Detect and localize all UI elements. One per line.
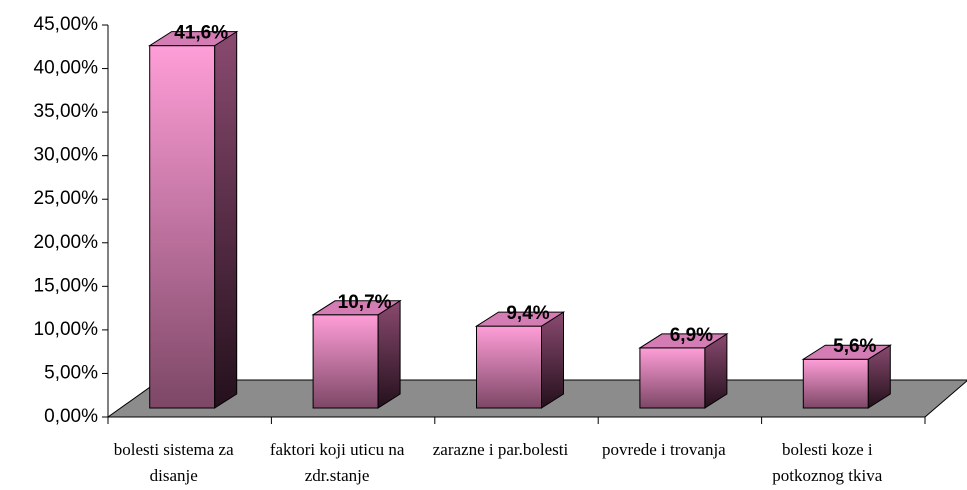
bar (474, 311, 566, 409)
bar-front (149, 45, 216, 409)
y-tick-label: 15,00% (34, 275, 99, 296)
x-tick-label: povrede i trovanja (602, 440, 726, 459)
y-tick-label: 45,00% (34, 14, 99, 35)
y-tick-label: 0,00% (44, 406, 98, 427)
y-tick-label: 10,00% (34, 319, 99, 340)
bar-side (377, 299, 401, 409)
bar-front (639, 347, 706, 409)
x-tick-label: bolesti sistema za disanje (113, 440, 234, 485)
y-tick-label: 40,00% (34, 58, 99, 79)
bar (147, 30, 239, 409)
y-tick-label: 25,00% (34, 188, 99, 209)
y-tick-label: 5,00% (44, 362, 98, 383)
x-tick-label: bolesti koze i potkoznog tkiva (772, 440, 883, 485)
bar-top (147, 31, 239, 47)
value-label: 5,6% (833, 336, 876, 357)
value-label: 6,9% (670, 325, 713, 346)
value-label: 9,4% (506, 303, 549, 324)
bar-front (476, 325, 542, 409)
y-tick-label: 30,00% (34, 145, 99, 166)
bar-front (802, 358, 869, 409)
bar (638, 332, 729, 409)
bar (801, 344, 893, 409)
bar (311, 299, 402, 409)
bar-side (214, 30, 238, 409)
bar-top (801, 344, 893, 360)
value-label: 10,7% (338, 292, 392, 313)
bar-top (311, 300, 402, 316)
y-tick-label: 20,00% (34, 232, 99, 253)
x-tick-label: zarazne i par.bolesti (432, 440, 569, 459)
bar-top (474, 311, 566, 327)
value-label: 41,6% (174, 23, 228, 44)
x-tick-label: faktori koji uticu na zdr.stanje (269, 440, 405, 485)
bar-front (312, 314, 379, 409)
y-tick-label: 35,00% (34, 101, 99, 122)
bar-side (541, 311, 564, 409)
bar-top (638, 333, 729, 349)
